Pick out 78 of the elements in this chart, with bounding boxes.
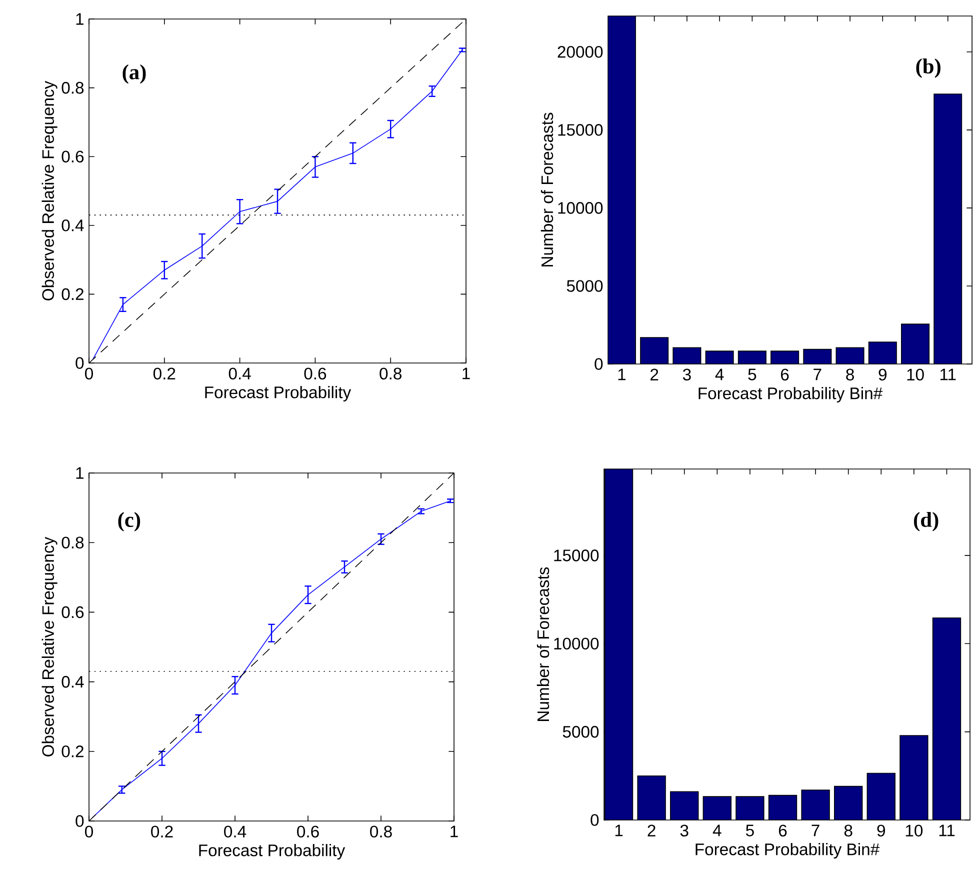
y-axis-title: Number of Forecasts	[540, 112, 554, 266]
y-tick-label: 10000	[558, 202, 603, 214]
y-tick-label: 15000	[554, 550, 599, 562]
x-tick-label: 4	[712, 824, 722, 836]
y-tick-label: 1	[76, 467, 84, 479]
x-tick-label: 1	[618, 368, 626, 380]
y-tick-label: 0.6	[62, 606, 84, 618]
x-tick-label: 0.6	[304, 368, 326, 380]
bar	[768, 795, 797, 820]
y-tick-label: 0.4	[62, 676, 84, 688]
x-axis-title: Forecast Probability	[205, 386, 352, 402]
x-tick-label: 3	[682, 368, 691, 381]
y-tick-label: 5000	[566, 280, 603, 292]
x-tick-label: 10	[907, 368, 924, 381]
y-tick-label: 0.8	[62, 536, 84, 548]
x-tick-label: 1	[462, 368, 470, 380]
x-tick-label: 2	[650, 368, 658, 380]
bar	[900, 736, 928, 820]
y-tick-label: 0.2	[62, 746, 84, 758]
x-tick-label: 0.8	[380, 368, 402, 380]
x-tick-label: 0.2	[151, 826, 173, 838]
x-tick-label: 1	[450, 826, 458, 838]
y-tick-label: 0	[76, 357, 84, 369]
y-tick-label: 1	[76, 13, 84, 25]
y-tick-label: 0	[594, 358, 603, 370]
x-tick-label: 6	[780, 368, 789, 381]
annotation: (a)	[122, 64, 146, 84]
x-tick-label: 0	[85, 368, 93, 380]
x-tick-label: 2	[648, 824, 656, 836]
annotation: (c)	[118, 512, 140, 532]
y-axis-title: Observed Relative Frequency	[42, 80, 58, 300]
x-tick-label: 11	[939, 824, 955, 836]
bar	[670, 792, 698, 820]
x-tick-label: 10	[906, 824, 923, 837]
x-tick-label: 0.6	[297, 826, 319, 838]
y-tick-label: 0	[590, 814, 599, 826]
y-tick-label: 0.8	[62, 82, 84, 94]
x-tick-label: 9	[877, 824, 885, 837]
x-tick-label: 11	[940, 368, 956, 380]
bar	[802, 790, 830, 820]
x-tick-label: 9	[878, 368, 886, 381]
x-tick-label: 0.4	[228, 368, 251, 380]
y-axis-title: Observed Relative Frequency	[42, 536, 58, 756]
bar	[638, 776, 666, 820]
x-tick-label: 4	[715, 368, 724, 380]
y-tick-label: 0.6	[62, 150, 84, 162]
x-axis-title: Forecast Probability	[199, 844, 346, 860]
x-tick-label: 7	[812, 824, 820, 836]
x-tick-label: 0.8	[370, 826, 392, 838]
x-tick-label: 8	[844, 824, 852, 837]
x-axis-title: Forecast Probability Bin#	[696, 842, 880, 859]
y-axis-title: Number of Forecasts	[536, 567, 550, 721]
bar	[834, 786, 862, 820]
x-tick-label: 1	[615, 824, 623, 836]
annotation: (d)	[914, 512, 938, 532]
y-tick-label: 10000	[554, 638, 599, 650]
annotation: (b)	[916, 58, 940, 78]
y-tick-label: 20000	[558, 46, 603, 58]
y-tick-label: 0	[76, 815, 84, 827]
y-tick-label: 5000	[562, 726, 599, 738]
x-tick-label: 6	[778, 824, 787, 837]
x-tick-label: 3	[680, 824, 688, 837]
bar	[736, 796, 764, 820]
x-tick-label: 0	[85, 826, 93, 838]
bar	[604, 468, 633, 820]
x-tick-label: 5	[748, 368, 756, 380]
y-tick-label: 0.2	[62, 288, 84, 300]
y-tick-label: 0.4	[62, 220, 84, 232]
bar	[703, 796, 732, 820]
y-tick-label: 15000	[558, 124, 603, 136]
x-tick-label: 7	[814, 368, 822, 380]
bar	[932, 617, 962, 820]
x-tick-label: 0.2	[153, 368, 176, 380]
bar	[867, 773, 896, 820]
x-tick-label: 5	[746, 824, 754, 836]
x-tick-label: 0.4	[224, 826, 246, 838]
x-axis-title: Forecast Probability Bin#	[698, 386, 883, 403]
x-tick-label: 8	[846, 368, 854, 381]
